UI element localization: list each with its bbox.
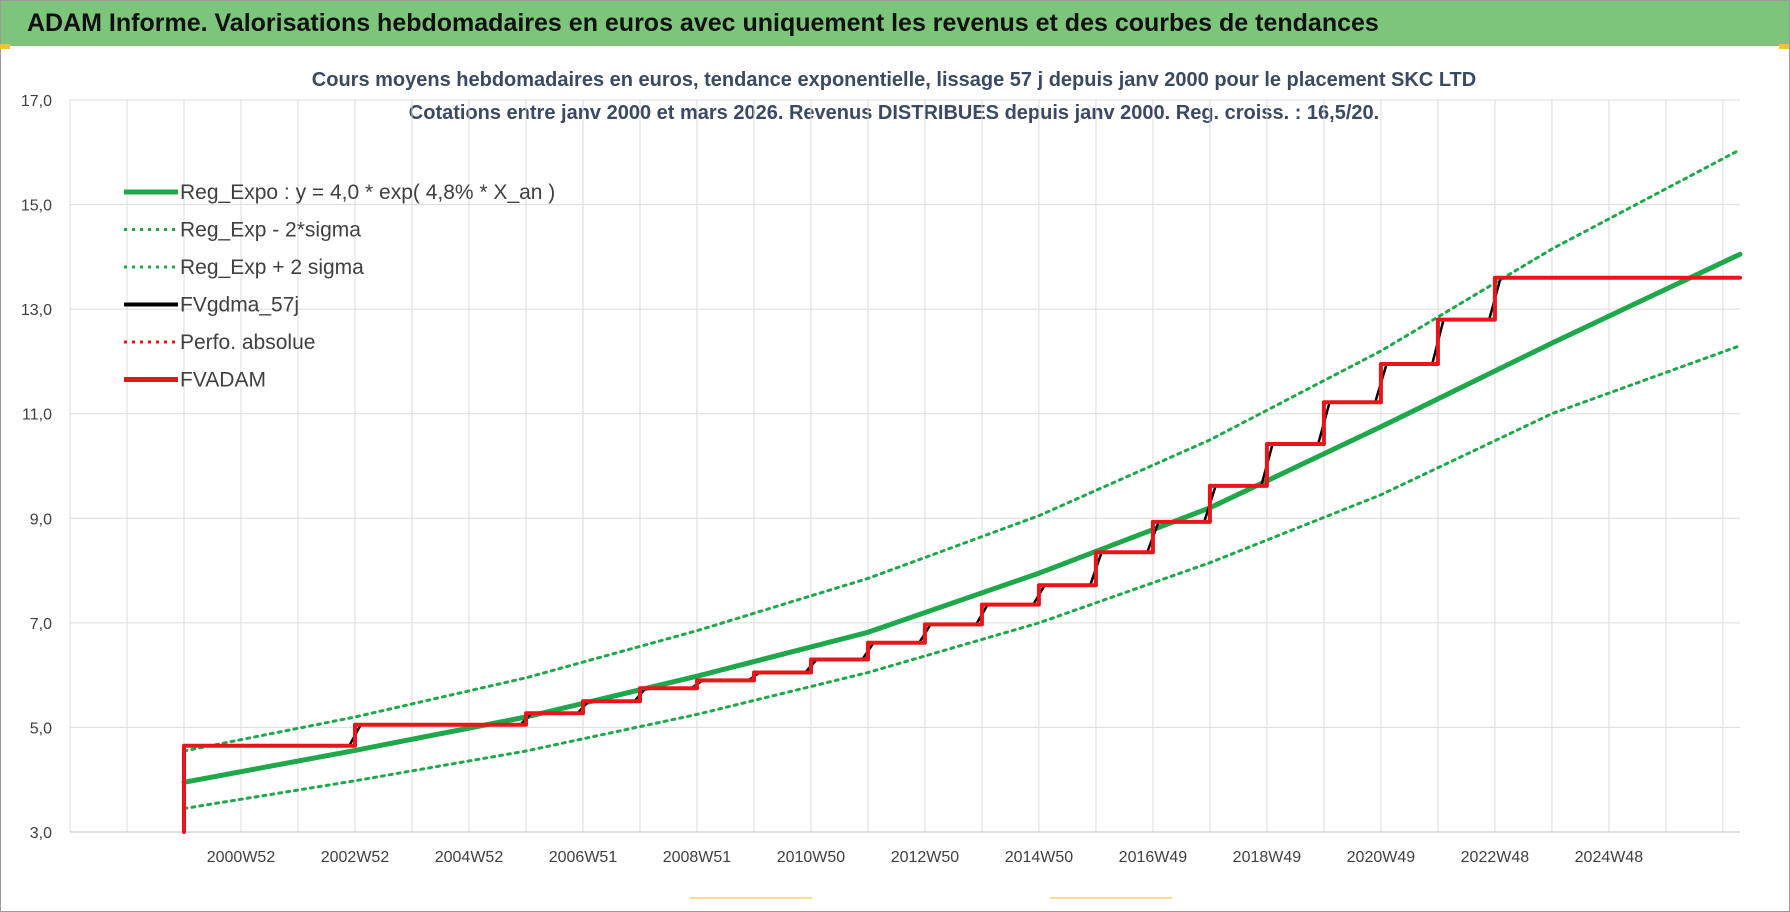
legend-label: Perfo. absolue: [180, 331, 315, 354]
x-tick-label: 2018W49: [1233, 849, 1302, 866]
chart-title-line1: Cours moyens hebdomadaires en euros, ten…: [312, 69, 1476, 91]
legend-label: FVADAM: [180, 369, 266, 392]
legend-label: Reg_Exp - 2*sigma: [180, 219, 361, 242]
highlight-mark-1: [690, 897, 812, 899]
legend: Reg_Expo : y = 4,0 * exp( 4,8% * X_an ) R…: [124, 181, 555, 392]
x-tick-label: 2010W50: [777, 849, 846, 866]
x-tick-label: 2004W52: [435, 849, 504, 866]
y-tick-label: 17,0: [21, 93, 52, 110]
corner-mark-left: [0, 44, 10, 49]
series: [181, 148, 1743, 834]
x-tick-label: 2002W52: [321, 849, 390, 866]
x-tick-label: 2012W50: [891, 849, 960, 866]
highlight-mark-2: [1050, 897, 1172, 899]
chart-title-line2: Cotations entre janv 2000 et mars 2026. …: [409, 102, 1379, 124]
x-tick-label: 2006W51: [549, 849, 618, 866]
axes: 3,0 5,0 7,0 9,0 11,0 13,0 15,0 17,0 2000W52 2002W…: [21, 93, 1740, 866]
series-line-3: [182, 276, 1742, 747]
x-tick-label: 2008W51: [663, 849, 732, 866]
x-tick-label: 2022W48: [1461, 849, 1530, 866]
series-line-5: [182, 275, 1742, 834]
x-tick-label: 2024W48: [1575, 849, 1644, 866]
page-title: ADAM Informe. Valorisations hebdomadaire…: [27, 9, 1379, 37]
y-tick-label: 3,0: [30, 825, 52, 842]
x-tick-label: 2020W49: [1347, 849, 1416, 866]
y-tick-label: 7,0: [30, 616, 52, 633]
y-tick-label: 13,0: [21, 302, 52, 319]
chart: Cours moyens hebdomadaires en euros, ten…: [21, 69, 1743, 866]
series-line-0: [181, 251, 1743, 785]
legend-label: FVgdma_57j: [180, 294, 299, 317]
series-line-2: [182, 148, 1742, 753]
header-banner: ADAM Informe. Valorisations hebdomadaire…: [1, 1, 1789, 46]
x-tick-label: 2016W49: [1119, 849, 1188, 866]
series-line-1: [182, 344, 1742, 810]
x-tick-label: 2000W52: [207, 849, 276, 866]
y-tick-label: 5,0: [30, 720, 52, 737]
gridlines: [69, 99, 1740, 833]
legend-label: Reg_Exp + 2 sigma: [180, 256, 364, 279]
legend-label: Reg_Expo : y = 4,0 * exp( 4,8% * X_an ): [180, 181, 555, 204]
y-tick-label: 15,0: [21, 198, 52, 215]
y-tick-label: 9,0: [30, 511, 52, 528]
x-tick-label: 2014W50: [1005, 849, 1074, 866]
corner-mark-right: [1779, 44, 1789, 49]
y-tick-label: 11,0: [22, 407, 52, 424]
